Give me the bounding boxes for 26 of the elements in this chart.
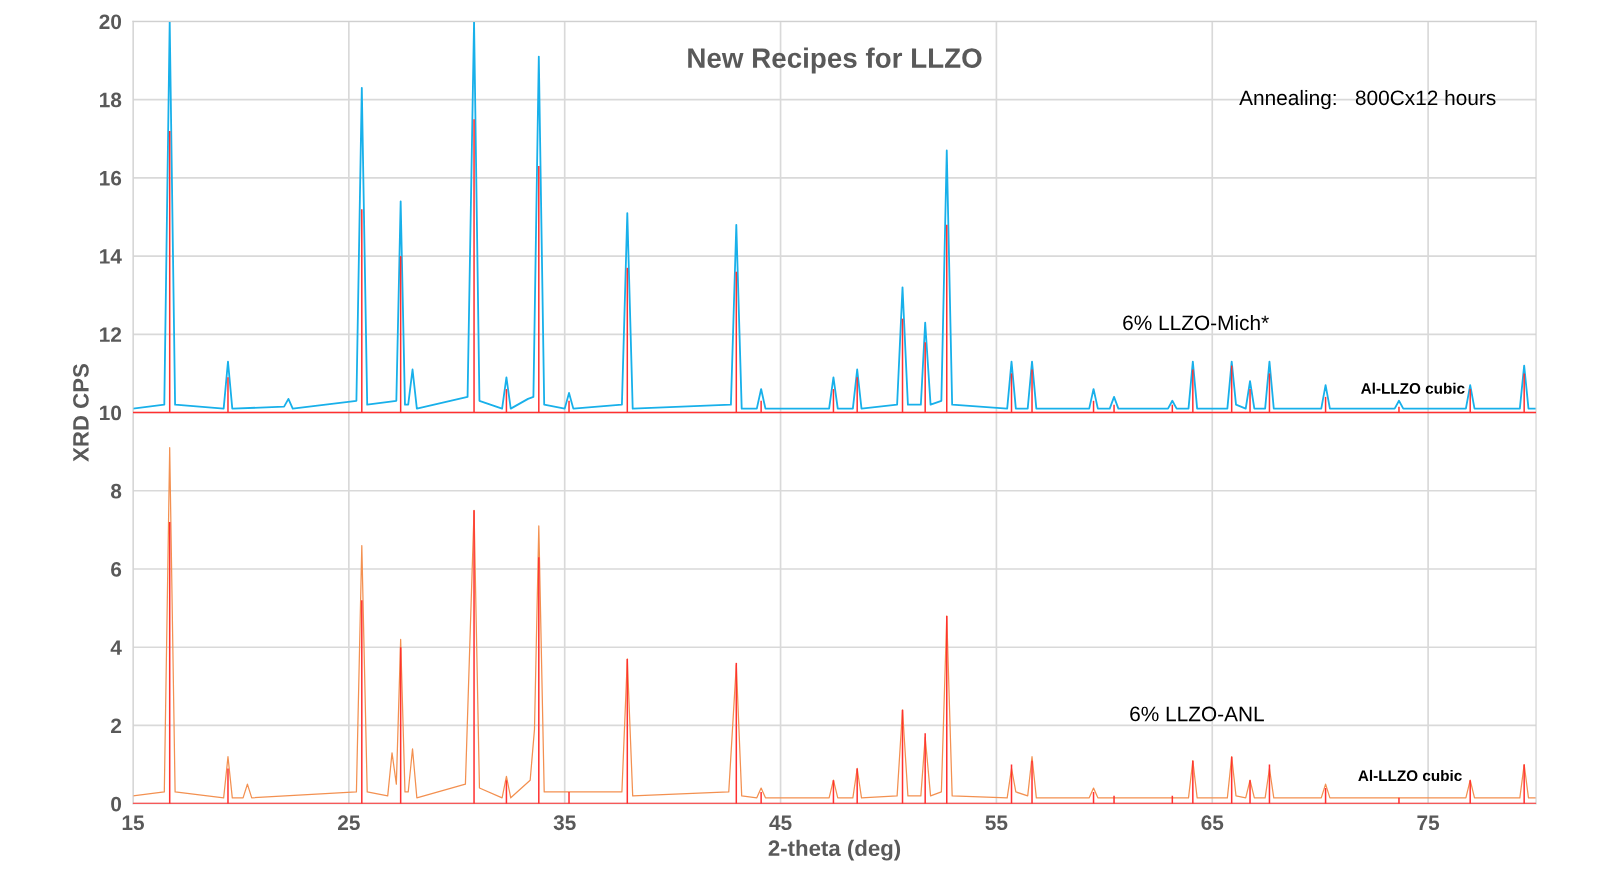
text: New Recipes for LLZO [688, 47, 982, 74]
series-label: Al-LLZO cubic [1358, 769, 1462, 782]
y-axis-title: XRD CPS [73, 364, 89, 462]
x-tick-label: 35 [553, 815, 576, 831]
x-tick-label: 55 [985, 815, 1008, 831]
y-tick-label: 12 [100, 327, 122, 342]
annotation: Annealing: 800Cx12 hours [1239, 89, 1496, 110]
x-axis-title: 2-theta (deg) [768, 839, 901, 861]
y-tick-label: 10 [100, 405, 122, 421]
y-tick-label: 16 [100, 170, 122, 186]
x-tick-label: 45 [769, 815, 792, 831]
y-tick-label: 18 [100, 92, 122, 108]
x-tick-label: 25 [337, 815, 360, 831]
text: 6% LLZO-ANL [1130, 706, 1264, 722]
x-tick-label: 65 [1201, 815, 1224, 831]
y-tick-label: 14 [100, 249, 122, 264]
x-tick-label: 15 [122, 815, 145, 831]
x-tick-label: 75 [1417, 815, 1440, 831]
y-tick-label: 8 [110, 483, 122, 499]
y-tick-label: 2 [111, 718, 122, 733]
y-tick-label: 4 [110, 640, 122, 655]
series-label: Al-LLZO cubic [1361, 382, 1465, 394]
series-label: 6% LLZO-Mich* [1123, 314, 1269, 331]
y-tick-label: 6 [111, 561, 122, 577]
y-tick-label: 20 [99, 14, 122, 30]
y-tick-label: 0 [111, 796, 122, 812]
